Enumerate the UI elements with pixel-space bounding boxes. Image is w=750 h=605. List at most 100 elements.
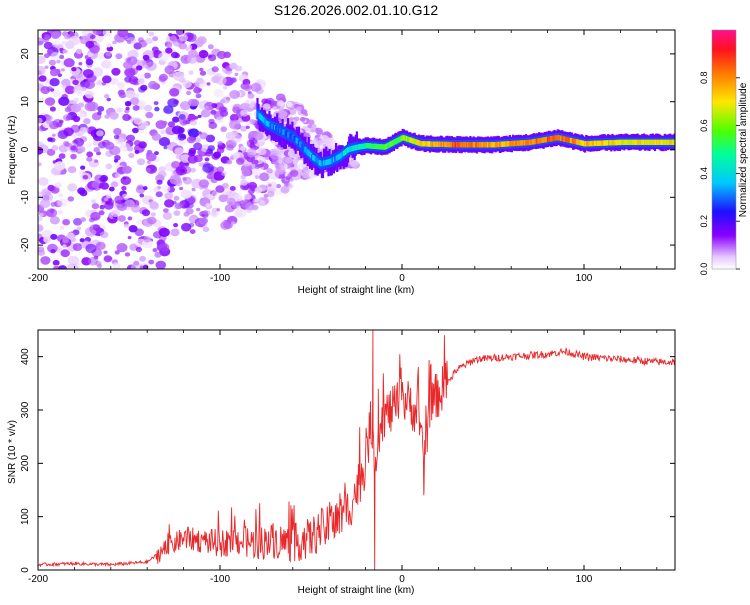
heatmap-cell (134, 149, 140, 154)
heatmap-cell (171, 51, 179, 59)
heatmap-cell (145, 61, 157, 71)
heatmap-cell (56, 122, 63, 128)
heatmap-cell (80, 165, 86, 170)
heatmap-cell (195, 178, 201, 183)
heatmap-cell (543, 137, 546, 143)
heatmap-cell (92, 30, 102, 35)
heatmap-cell (199, 67, 204, 72)
heatmap-cell (52, 133, 56, 137)
heatmap-cell (142, 186, 148, 191)
heatmap-cell (47, 184, 55, 191)
heatmap-cell (289, 178, 294, 182)
heatmap-cell (49, 216, 61, 225)
heatmap-cell (172, 116, 180, 123)
heatmap-cell (50, 249, 56, 254)
heatmap-cell (102, 30, 113, 37)
heatmap-cell (61, 84, 66, 89)
heatmap-cell (313, 137, 319, 142)
heatmap-cell (142, 54, 150, 61)
heatmap-cell (114, 173, 121, 178)
y-tick-label: 10 (20, 96, 31, 108)
heatmap-cell (72, 243, 83, 252)
colorbar: 0.0 0.2 0.4 0.6 0.8 Normalized spectral ampl… (699, 29, 749, 276)
heatmap-cell (213, 88, 224, 98)
heatmap-cell (204, 157, 210, 162)
heatmap-cell (110, 77, 119, 85)
heatmap-y-label: Frequency (Hz) (7, 116, 18, 185)
heatmap-cell (67, 196, 75, 202)
heatmap-cell (50, 106, 56, 112)
heatmap-cell (164, 199, 175, 208)
x-tick-label: 100 (576, 574, 593, 585)
heatmap-cell (121, 185, 127, 191)
heatmap-cell (221, 182, 229, 189)
heatmap-cell (561, 135, 564, 142)
heatmap-cell (208, 54, 217, 62)
heatmap-cell (65, 115, 72, 121)
heatmap-cell (239, 146, 246, 151)
heatmap-cell (326, 142, 333, 149)
heatmap-cell (167, 121, 176, 128)
heatmap-cell (38, 70, 42, 75)
heatmap-cell (145, 111, 154, 119)
heatmap-cell (180, 189, 192, 199)
heatmap-cell (229, 113, 239, 122)
heatmap-cell (59, 225, 65, 230)
heatmap-cell (38, 117, 43, 124)
heatmap-cell (86, 142, 92, 148)
heatmap-cell (204, 105, 209, 110)
heatmap-cell (52, 89, 61, 98)
heatmap-cell (54, 161, 66, 171)
heatmap-cell (38, 249, 46, 256)
heatmap-cell (229, 186, 236, 191)
heatmap-cell (38, 125, 46, 132)
heatmap-cell (52, 40, 61, 47)
heatmap-cell (173, 223, 179, 228)
heatmap-cell (96, 174, 101, 179)
heatmap-cell (173, 71, 185, 81)
x-tick-label: -100 (210, 574, 230, 585)
heatmap-cell (189, 167, 197, 173)
heatmap-cell (103, 201, 114, 210)
heatmap-cell (109, 111, 119, 120)
heatmap-cell (261, 98, 269, 105)
heatmap-cell (159, 73, 168, 82)
heatmap-cell (91, 203, 100, 210)
heatmap-cell (198, 179, 209, 188)
heatmap-cell (591, 140, 594, 147)
heatmap-cell (179, 33, 188, 42)
heatmap-cell (59, 119, 64, 124)
heatmap-cell (123, 60, 134, 70)
heatmap-cell (43, 236, 51, 243)
heatmap-cell (73, 218, 83, 226)
heatmap-cell (163, 105, 174, 114)
heatmap-cell (245, 202, 255, 211)
heatmap-cell (143, 236, 152, 243)
heatmap-cell (275, 183, 282, 189)
heatmap-cell (531, 139, 534, 145)
heatmap-cell (104, 94, 110, 99)
heatmap-cell (88, 217, 95, 223)
heatmap-cell (82, 127, 89, 133)
heatmap-cell (61, 68, 65, 72)
heatmap-cell (173, 195, 180, 201)
heatmap-cell (38, 224, 44, 232)
colorbar-tick-label: 0.0 (699, 263, 709, 276)
heatmap-cell (59, 47, 64, 52)
snr-x-label: Height of straight line (km) (298, 585, 415, 596)
heatmap-cell (141, 209, 151, 217)
heatmap-cell (211, 66, 219, 73)
heatmap-cell (602, 140, 605, 146)
heatmap-cell (122, 165, 132, 174)
x-tick-label: 0 (399, 574, 405, 585)
heatmap-cell (194, 137, 201, 143)
heatmap-cell (225, 96, 231, 101)
heatmap-cell (259, 200, 266, 205)
heatmap-cell (57, 198, 68, 208)
heatmap-cell (115, 53, 123, 60)
heatmap-cell (289, 169, 299, 177)
heatmap-cell (243, 193, 252, 201)
heatmap-cell (208, 118, 215, 124)
heatmap-cell (211, 190, 218, 196)
heatmap-cell (38, 75, 47, 82)
